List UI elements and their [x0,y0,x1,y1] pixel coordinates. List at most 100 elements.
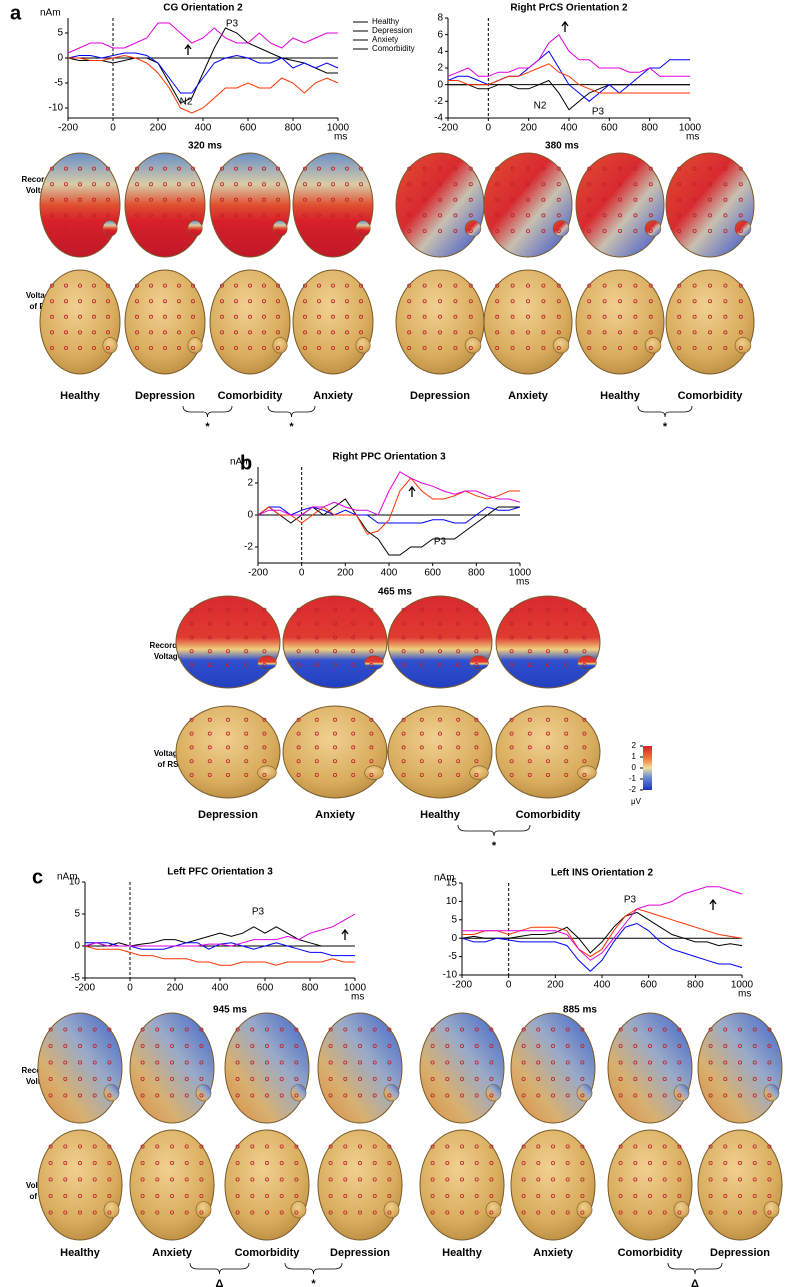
electrode [551,1093,556,1098]
electrode [565,1144,570,1149]
electrode [219,330,224,335]
electrode [474,745,479,750]
electrode [437,345,442,350]
series-line [84,945,355,966]
electrode [468,345,473,350]
electrode [235,1077,240,1082]
electrode [184,1093,189,1098]
electrode [708,330,713,335]
electrode [264,1210,269,1215]
electrode [437,166,442,171]
brace [267,405,316,418]
series-line [84,913,356,947]
electrode [602,314,607,319]
y-tick-label: 15 [446,878,458,889]
electrode [648,1093,653,1098]
head [395,152,485,258]
head [697,1129,783,1241]
electrode [430,1144,435,1149]
colorbar-label: 2 [632,741,637,750]
electrode [723,197,728,202]
electrode [521,1060,526,1065]
electrode [738,1060,743,1065]
head-nose [364,655,384,670]
electrode [489,1177,494,1182]
y-tick-label: 5 [74,909,80,920]
significance-mark: * [205,421,210,433]
electrode [92,1144,97,1149]
electrode [262,773,267,778]
electrode [369,607,374,612]
electrode [618,299,623,304]
electrode [468,228,473,233]
electrode [708,1077,713,1082]
electrode [618,1044,623,1049]
electrode [527,621,532,626]
electrode [618,1027,623,1032]
electrode [723,228,728,233]
electrode [250,1161,255,1166]
electrode [296,663,301,668]
electrode [723,1210,728,1215]
electrode [526,314,531,319]
electrode [618,283,623,288]
electrode [235,1161,240,1166]
electrode [169,1161,174,1166]
electrode [723,299,728,304]
electrode [752,1044,757,1049]
electrode [106,213,111,218]
electrode [189,717,194,722]
electrode [387,1144,392,1149]
electrode [199,1161,204,1166]
electrode [316,314,321,319]
electrode [107,1060,112,1065]
head-shape [395,152,485,258]
head-nose [355,337,371,354]
electrode [190,314,195,319]
electrode [468,166,473,171]
electrode [302,197,307,202]
panel-letter: b [240,452,252,474]
electrode [358,213,363,218]
electrode [565,1027,570,1032]
head-label: Anxiety [533,1247,574,1259]
electrode [708,182,713,187]
electrode [225,745,230,750]
head [124,152,206,258]
electrode [261,299,266,304]
head-shape [419,1129,505,1241]
electrode [618,166,623,171]
electrode [692,228,697,233]
head-nose [102,220,118,237]
electrode [344,166,349,171]
electrode [219,345,224,350]
time-label: 945 ms [213,1005,247,1016]
head-nose [290,1201,307,1219]
head [37,1129,123,1241]
electrode [78,1144,83,1149]
head-nose [469,655,489,670]
electrode [343,1144,348,1149]
series-line [462,908,743,958]
electrode [407,330,412,335]
electrode [332,607,337,612]
electrode [430,1027,435,1032]
electrode [369,773,374,778]
head-shape [39,269,121,375]
electrode [107,1027,112,1032]
electrode [633,1194,638,1199]
electrode [618,1161,623,1166]
electrode [78,166,83,171]
electrode [692,197,697,202]
electrode [134,197,139,202]
electrode [140,1161,145,1166]
electrode [106,197,111,202]
y-tick-label: 5 [451,914,457,925]
electrode [580,1210,585,1215]
electrode [279,1194,284,1199]
electrode [92,1027,97,1032]
electrode [107,1177,112,1182]
electrode [199,1194,204,1199]
electrode [250,1093,255,1098]
head-label: Comorbidity [678,390,744,402]
